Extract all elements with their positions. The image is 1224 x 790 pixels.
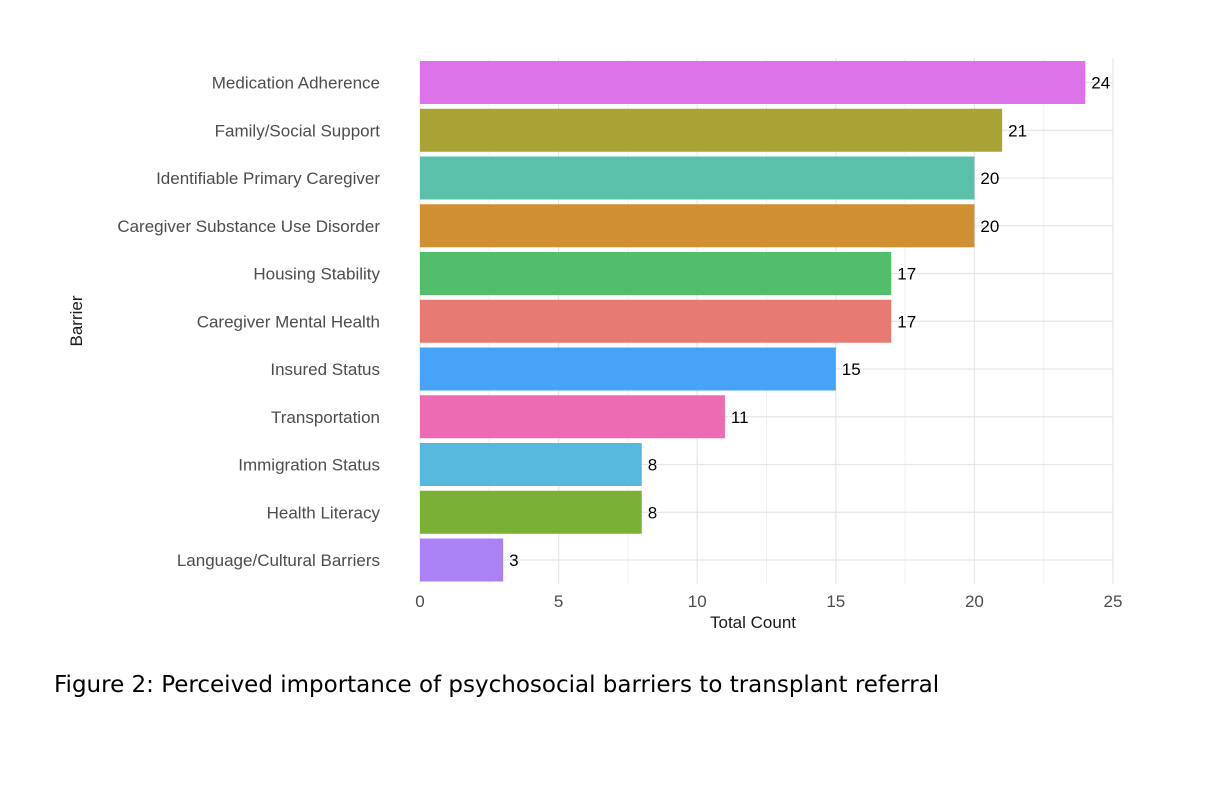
bar-value-label: 24 <box>1091 74 1110 93</box>
y-tick-label: Family/Social Support <box>215 121 381 140</box>
bar <box>420 347 836 391</box>
y-tick-label: Language/Cultural Barriers <box>177 551 380 570</box>
x-tick-label: 20 <box>965 592 984 611</box>
bar-value-label: 8 <box>648 503 657 522</box>
bar-value-label: 17 <box>897 312 916 331</box>
bar-value-label: 17 <box>897 265 916 284</box>
data-labels: 24 21 20 20 17 17 15 11 8 8 3 <box>509 74 1110 571</box>
x-axis-title: Total Count <box>710 613 796 632</box>
bar <box>420 299 892 343</box>
y-tick-labels: Medication Adherence Family/Social Suppor… <box>117 74 380 571</box>
y-tick-label: Caregiver Mental Health <box>197 312 380 331</box>
x-tick-label: 25 <box>1104 592 1123 611</box>
bar <box>420 395 725 439</box>
bar-value-label: 20 <box>980 169 999 188</box>
bar <box>420 108 1003 152</box>
y-tick-label: Immigration Status <box>238 456 380 475</box>
bar <box>420 252 892 295</box>
bar-value-label: 21 <box>1008 121 1027 140</box>
bar-chart: 24 21 20 20 17 17 15 11 8 8 3 Medication Adherence… <box>67 58 1122 632</box>
bar-value-label: 8 <box>648 456 657 475</box>
figure-caption: Figure 2: Perceived importance of psycho… <box>54 672 940 698</box>
bar <box>420 156 975 200</box>
x-tick-label: 15 <box>826 592 845 611</box>
x-tick-labels: 0 5 10 15 20 25 <box>415 592 1122 611</box>
y-tick-label: Health Literacy <box>267 503 381 522</box>
bar <box>420 490 642 534</box>
y-axis-title: Barrier <box>67 295 86 346</box>
bar <box>420 538 504 582</box>
bar-value-label: 20 <box>980 217 999 236</box>
bars <box>420 61 1086 582</box>
x-tick-label: 5 <box>554 592 563 611</box>
y-tick-label: Housing Stability <box>253 265 380 284</box>
y-tick-label: Transportation <box>271 408 380 427</box>
bar-value-label: 15 <box>842 360 861 379</box>
y-tick-label: Caregiver Substance Use Disorder <box>117 217 380 236</box>
bar-value-label: 3 <box>509 551 518 570</box>
y-tick-label: Medication Adherence <box>212 74 380 93</box>
x-tick-label: 10 <box>688 592 707 611</box>
y-tick-label: Identifiable Primary Caregiver <box>156 169 380 188</box>
y-tick-label: Insured Status <box>270 360 380 379</box>
bar <box>420 204 975 248</box>
bar <box>420 61 1086 104</box>
bar-value-label: 11 <box>731 408 749 427</box>
bar <box>420 443 642 486</box>
x-tick-label: 0 <box>415 592 424 611</box>
